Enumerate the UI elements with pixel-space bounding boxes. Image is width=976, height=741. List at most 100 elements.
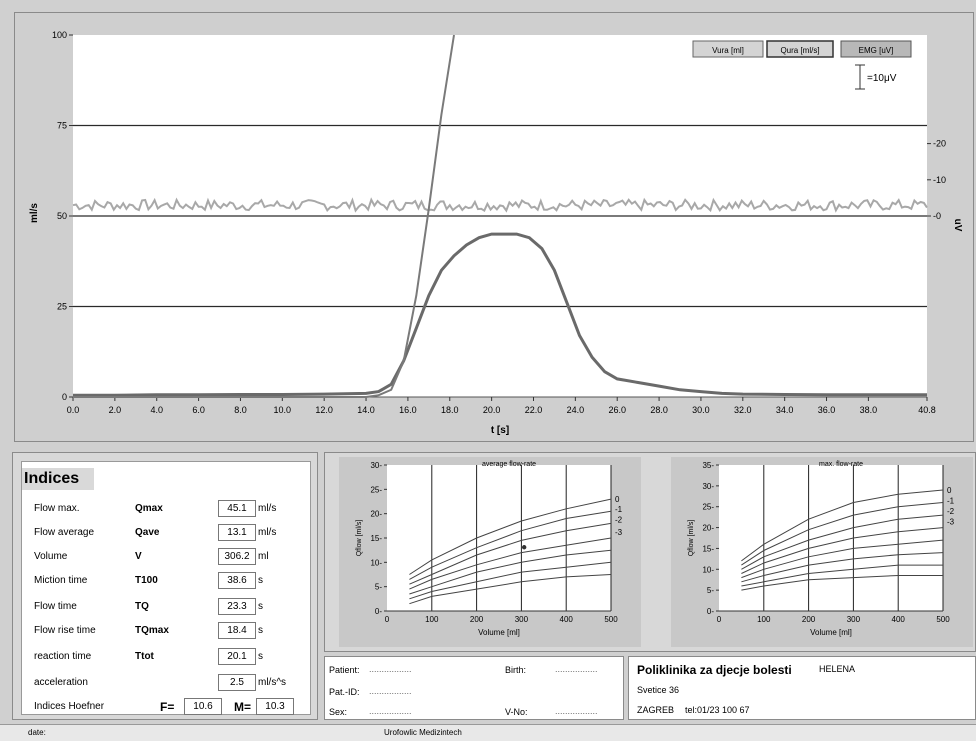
nomogram-x-tick: 0: [717, 615, 722, 624]
x-tick-label: 32.0: [734, 405, 752, 415]
x-tick-label: 38.0: [860, 405, 878, 415]
clinic-street: Svetice 36: [637, 685, 680, 695]
nomogram-percentile-curve: [741, 575, 943, 591]
nomogram-curve-label: 0: [947, 486, 952, 495]
nomogram-curve-label: -1: [615, 505, 623, 514]
nomogram-percentile-curve: [741, 527, 944, 574]
x-tick-label: 36.0: [818, 405, 836, 415]
index-label: acceleration: [34, 677, 88, 688]
nomogram-percentile-curve: [409, 574, 612, 605]
vura-series-line: [73, 34, 455, 398]
index-value: 20.1: [218, 648, 256, 665]
nomogram-y-tick: 0-: [707, 607, 714, 616]
nomogram-panel: average flow-rate 0 100 200 300 400 500 0- 5- 10-…: [324, 452, 976, 652]
nomogram-x-tick: 400: [892, 615, 906, 624]
nomogram-y-tick: 0-: [375, 607, 382, 616]
x-tick-label: 0.0: [67, 405, 80, 415]
footer-center-text: Urofowlic Medizintech: [384, 728, 462, 737]
nomogram-x-tick: 200: [802, 615, 816, 624]
x-tick-label: 26.0: [608, 405, 626, 415]
x-tick-label: 34.0: [776, 405, 794, 415]
y-tick-label: 25: [57, 302, 67, 312]
legend-emg[interactable]: [840, 40, 912, 58]
patient-info-panel: Patient: ................. Pat.-ID: ....…: [324, 656, 624, 720]
x-tick-label: 40.8: [918, 405, 936, 415]
nomogram-title: average flow-rate: [482, 461, 536, 468]
legend-qura[interactable]: [766, 40, 834, 58]
average-flow-rate-nomogram: average flow-rate 0 100 200 300 400 500 0- 5- 10-…: [339, 457, 641, 647]
index-symbol: TQmax: [135, 625, 169, 636]
nomogram-curve-label: -3: [615, 528, 623, 537]
x-tick-label: 30.0: [692, 405, 710, 415]
nomogram-curve-label: -2: [615, 515, 623, 524]
nomogram-y-tick: 10-: [370, 558, 382, 567]
x-tick-label: 22.0: [525, 405, 543, 415]
indices-panel: [12, 452, 318, 720]
hoefner-m-label: M=: [234, 700, 252, 714]
nomogram-curve-label: -1: [947, 497, 955, 506]
clinic-name: Poliklinika za djecje bolesti: [637, 663, 792, 677]
nomogram-percentile-curve: [741, 564, 943, 587]
index-value: 23.3: [218, 598, 256, 615]
nomogram-percentile-curve: [741, 502, 944, 566]
index-unit: s: [258, 601, 263, 612]
indices-row: Flow rise time TQmax 18.4 s: [0, 622, 320, 640]
index-label: Miction time: [34, 575, 88, 586]
patid-value: .................: [369, 686, 412, 696]
nomogram-x-tick: 500: [604, 615, 618, 624]
y-right-tick-label: -10: [933, 175, 946, 185]
sex-label: Sex:: [329, 707, 348, 717]
nomogram-y-tick: 30-: [370, 461, 382, 470]
nomogram-y-tick: 15-: [702, 544, 714, 553]
nomogram-curve-label: -3: [947, 518, 955, 527]
nomogram-x-tick: 300: [847, 615, 861, 624]
legend-vura[interactable]: [692, 40, 764, 58]
indices-row: acceleration 2.5 ml/s^s: [0, 674, 320, 692]
left-axis-label: ml/s: [29, 203, 40, 223]
nomogram-y-tick: 20-: [370, 510, 382, 519]
index-value: 2.5: [218, 674, 256, 691]
x-tick-label: 18.0: [441, 405, 459, 415]
x-tick-label: 14.0: [357, 405, 375, 415]
uroflow-chart-panel: 0 25 50 75 100 -0 -10 -20 0.0 2.0 4.0 6.0 8.0 10.0 1…: [14, 12, 974, 442]
right-axis-label: uV: [952, 219, 963, 232]
nomogram-title: max. flow-rate: [819, 461, 863, 468]
x-tick-label: 2.0: [109, 405, 122, 415]
index-value: 45.1: [218, 500, 256, 517]
index-unit: ml/s: [258, 503, 277, 514]
nomogram-y-label: Qflow [ml/s]: [356, 520, 363, 557]
legend-emg-label: EMG [uV]: [859, 46, 894, 55]
x-tick-label: 12.0: [315, 405, 333, 415]
nomogram-plot-area: [387, 465, 611, 611]
y-tick-label: 75: [57, 121, 67, 131]
index-unit: s: [258, 625, 263, 636]
y-right-tick-label: -20: [933, 139, 946, 149]
nomogram-curve-label: 0: [615, 495, 620, 504]
x-tick-label: 6.0: [192, 405, 205, 415]
hoefner-f-label: F=: [160, 700, 175, 714]
y-tick-label: 0: [62, 392, 67, 402]
index-label: Flow time: [34, 601, 77, 612]
nomogram-y-tick: 25-: [370, 485, 382, 494]
nomogram-percentile-curve: [741, 514, 944, 570]
indices-row: Miction time T100 38.6 s: [0, 572, 320, 590]
index-label: reaction time: [34, 651, 92, 662]
index-unit: s: [258, 651, 263, 662]
nomogram-y-tick: 15-: [370, 534, 382, 543]
index-value: 38.6: [218, 572, 256, 589]
index-symbol: V: [135, 551, 142, 562]
nomogram-x-tick: 400: [560, 615, 574, 624]
index-symbol: Ttot: [135, 651, 154, 662]
patient-value: .................: [369, 664, 412, 674]
y-tick-label: 50: [57, 211, 67, 221]
nomogram-percentile-curve: [409, 498, 612, 575]
footer-bar: date: Urofowlic Medizintech: [0, 724, 976, 741]
nomogram-percentile-curve: [409, 522, 612, 585]
clinic-panel: Poliklinika za djecje bolesti HELENA Sve…: [628, 656, 976, 720]
index-value: 18.4: [218, 622, 256, 639]
nomogram-x-tick: 0: [385, 615, 390, 624]
nomogram-y-tick: 35-: [702, 461, 714, 470]
index-unit: s: [258, 575, 263, 586]
nomogram-x-tick: 500: [936, 615, 950, 624]
nomogram-charts: average flow-rate 0 100 200 300 400 500 0- 5- 10-…: [339, 457, 973, 647]
